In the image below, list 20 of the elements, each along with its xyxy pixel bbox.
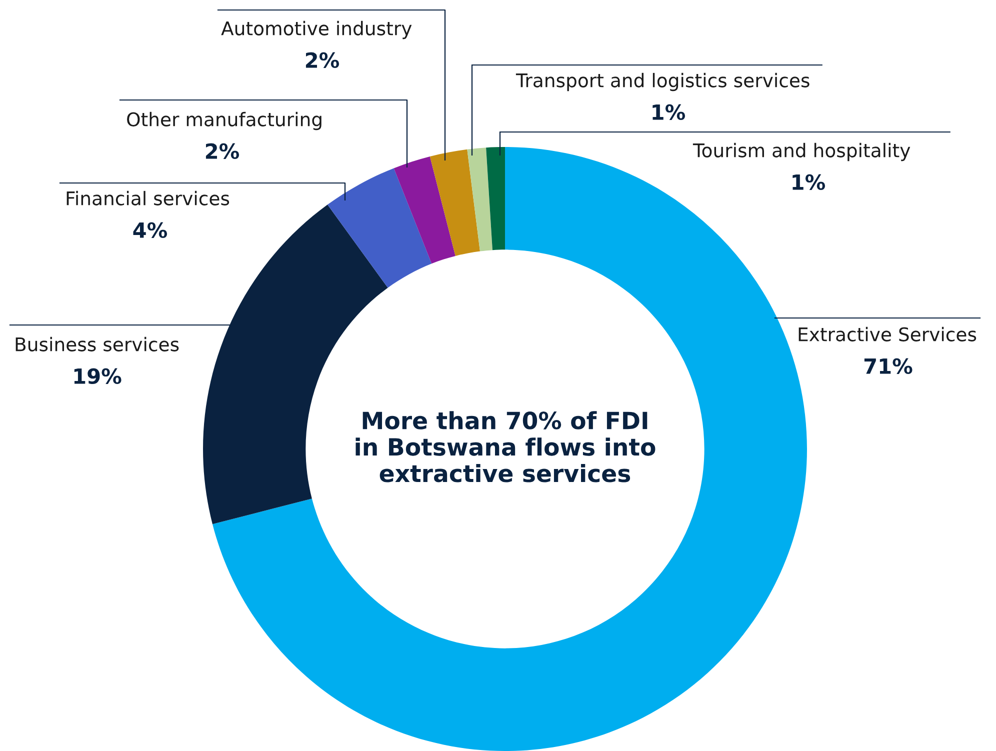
data-label: 4% bbox=[133, 222, 168, 238]
slice-label: Transport and logistics services bbox=[516, 72, 810, 92]
data-label: 2% bbox=[206, 143, 240, 160]
text: More than 70% of FDI in Botswana flows into extractive services bbox=[356, 411, 656, 482]
data-label: 71% bbox=[864, 358, 912, 374]
slice-label: Financial services bbox=[66, 190, 230, 206]
slice-label: Extractive Services bbox=[798, 326, 976, 342]
data-label: 2% bbox=[306, 52, 340, 68]
data-label: 1% bbox=[792, 174, 826, 190]
donut-slice bbox=[327, 168, 432, 288]
donut-slice bbox=[486, 147, 505, 250]
donut-slice bbox=[467, 148, 492, 252]
donut-slice bbox=[430, 149, 480, 256]
data-label: 19% bbox=[74, 368, 122, 384]
slice-label: Business services bbox=[16, 336, 179, 352]
donut-slice bbox=[394, 156, 456, 264]
slice-label: Automotive industry bbox=[221, 20, 412, 40]
slice-label: Tourism and hospitality bbox=[692, 142, 910, 162]
slice-label: Other manufacturing bbox=[127, 112, 322, 130]
data-label: 1% bbox=[652, 104, 686, 120]
